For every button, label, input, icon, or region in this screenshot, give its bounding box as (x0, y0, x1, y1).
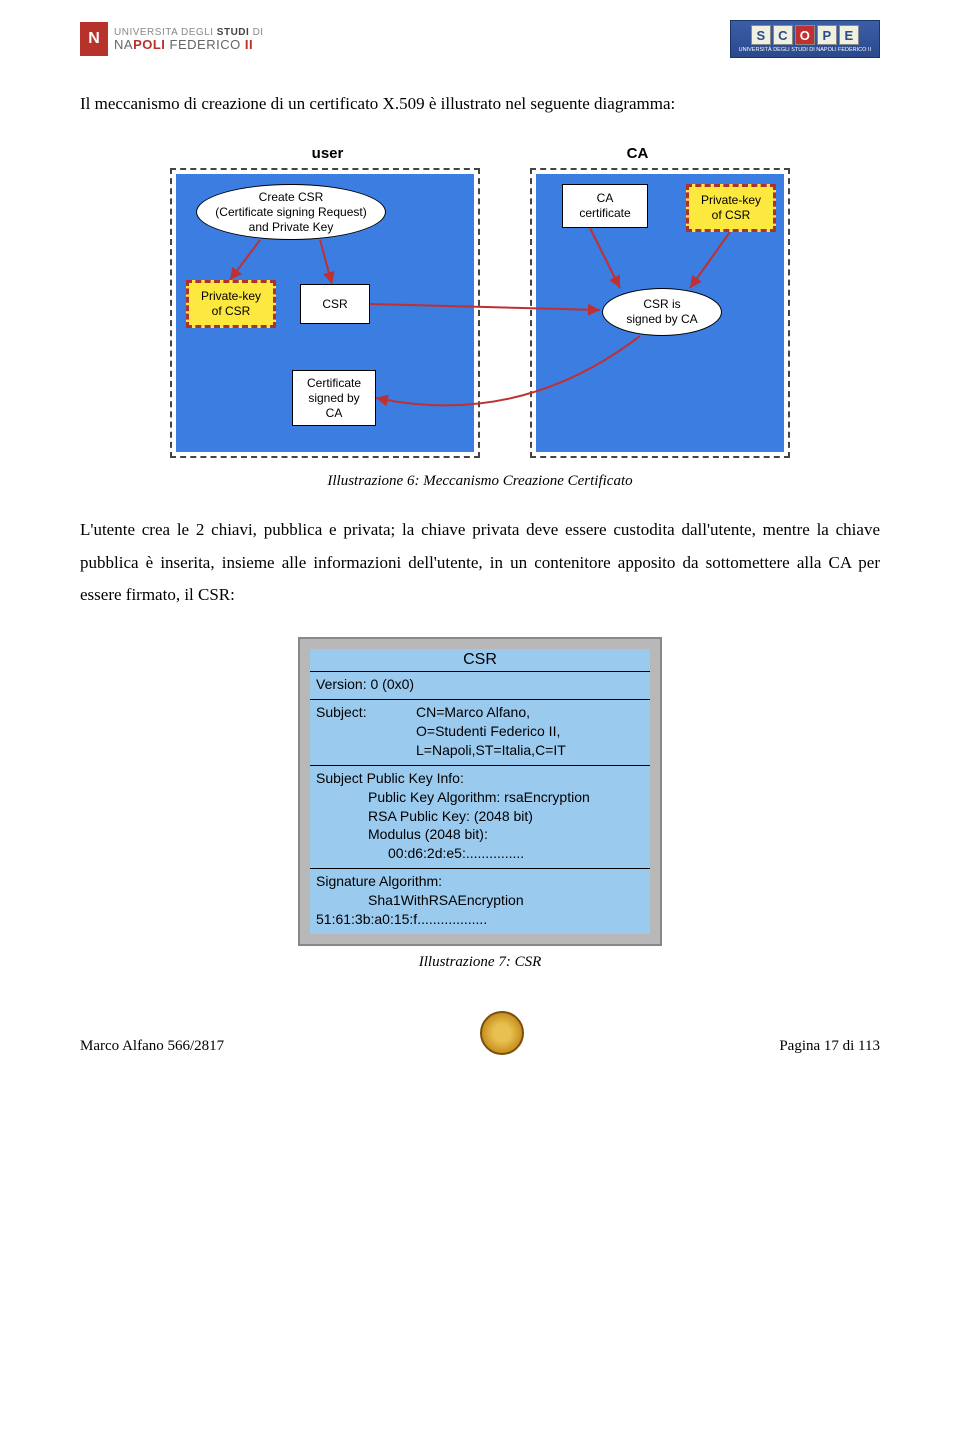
shield-icon: N (80, 22, 108, 56)
diagram-label-ca: CA (627, 145, 649, 162)
csr-subject-label: Subject: (316, 703, 416, 760)
csr-figure: CSR Version: 0 (0x0) Subject: CN=Marco A… (80, 639, 880, 944)
csr-subject-line: L=Napoli,ST=Italia,C=IT (416, 741, 566, 760)
scope-letter: E (839, 25, 859, 45)
uni-word: II (245, 37, 253, 52)
panel-user: Create CSR(Certificate signing Request)a… (170, 168, 480, 458)
uni-word: POLI (133, 37, 165, 52)
csr-subject: Subject: CN=Marco Alfano, O=Studenti Fed… (310, 700, 650, 766)
csr-title: CSR (310, 649, 650, 672)
uni-word: NA (114, 37, 133, 52)
panel-ca: CAcertificate Private-keyof CSR CSR issi… (530, 168, 790, 458)
csr-signature: Signature Algorithm: Sha1WithRSAEncrypti… (310, 869, 650, 934)
node-private-key-user: Private-keyof CSR (186, 280, 276, 328)
csr-sig-alg: Sha1WithRSAEncryption (316, 891, 644, 910)
paragraph-intro: Il meccanismo di creazione di un certifi… (80, 88, 880, 120)
caption-csr: Illustrazione 7: CSR (80, 954, 880, 971)
node-cert-signed: Certificatesigned byCA (292, 370, 376, 426)
seal-icon (480, 1011, 524, 1055)
csr-spki-line: 00:d6:2d:e5:............... (316, 844, 644, 863)
page-footer: Marco Alfano 566/2817 Pagina 17 di 113 (80, 1011, 880, 1055)
node-create-csr: Create CSR(Certificate signing Request)a… (196, 184, 386, 240)
scope-letter: C (773, 25, 793, 45)
csr-spki-label: Subject Public Key Info: (316, 769, 644, 788)
scope-letter: S (751, 25, 771, 45)
node-csr-signed: CSR issigned by CA (602, 288, 722, 336)
node-ca-cert: CAcertificate (562, 184, 648, 228)
scope-letters: S C O P E (751, 25, 859, 45)
uni-word: DI (253, 27, 264, 38)
page-header: N UNIVERSITA DEGLI STUDI DI NAPOLI FEDER… (80, 20, 880, 58)
logo-university: N UNIVERSITA DEGLI STUDI DI NAPOLI FEDER… (80, 22, 264, 56)
logo-scope: S C O P E UNIVERSITÀ DEGLI STUDI DI NAPO… (730, 20, 880, 58)
footer-author: Marco Alfano 566/2817 (80, 1038, 224, 1055)
diagram-cert-creation: user CA Create CSR(Certificate signing R… (80, 145, 880, 458)
csr-subject-line: CN=Marco Alfano, (416, 703, 566, 722)
scope-letter: P (817, 25, 837, 45)
logo-text: UNIVERSITA DEGLI STUDI DI NAPOLI FEDERIC… (114, 28, 264, 51)
csr-subject-line: O=Studenti Federico II, (416, 722, 566, 741)
paragraph-body: L'utente crea le 2 chiavi, pubblica e pr… (80, 514, 880, 611)
caption-diagram1: Illustrazione 6: Meccanismo Creazione Ce… (80, 473, 880, 490)
diagram-label-user: user (312, 145, 344, 162)
csr-spki-line: RSA Public Key: (2048 bit) (316, 807, 644, 826)
node-private-key-ca: Private-keyof CSR (686, 184, 776, 232)
csr-version: Version: 0 (0x0) (310, 672, 650, 700)
csr-sig-val: 51:61:3b:a0:15:f.................. (316, 910, 644, 929)
footer-page: Pagina 17 di 113 (779, 1038, 880, 1055)
csr-spki-line: Public Key Algorithm: rsaEncryption (316, 788, 644, 807)
node-csr: CSR (300, 284, 370, 324)
scope-letter: O (795, 25, 815, 45)
csr-sig-label: Signature Algorithm: (316, 872, 644, 891)
scope-subtitle: UNIVERSITÀ DEGLI STUDI DI NAPOLI FEDERIC… (739, 47, 871, 53)
csr-spki: Subject Public Key Info: Public Key Algo… (310, 766, 650, 869)
csr-spki-line: Modulus (2048 bit): (316, 825, 644, 844)
uni-word: FEDERICO (170, 37, 241, 52)
